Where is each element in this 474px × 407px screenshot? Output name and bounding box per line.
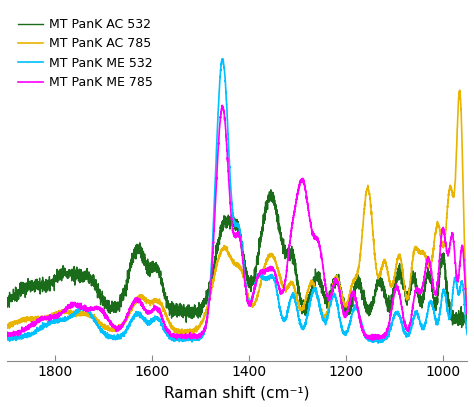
MT PanK ME 785: [197, 335, 203, 339]
MT PanK ME 532: [223, 85, 228, 90]
MT PanK AC 532: [268, 187, 273, 192]
MT PanK ME 532: [464, 332, 470, 337]
MT PanK ME 532: [197, 336, 203, 341]
MT PanK AC 532: [223, 217, 228, 221]
MT PanK AC 785: [464, 308, 470, 313]
Line: MT PanK ME 785: MT PanK ME 785: [7, 105, 467, 340]
MT PanK AC 785: [427, 263, 433, 268]
MT PanK AC 532: [338, 287, 344, 292]
MT PanK ME 785: [450, 236, 456, 241]
MT PanK AC 785: [178, 332, 183, 337]
X-axis label: Raman shift (cm⁻¹): Raman shift (cm⁻¹): [164, 385, 310, 400]
MT PanK ME 532: [4, 337, 10, 342]
MT PanK AC 785: [4, 322, 10, 327]
Line: MT PanK AC 532: MT PanK AC 532: [7, 190, 467, 328]
Legend: MT PanK AC 532, MT PanK AC 785, MT PanK ME 532, MT PanK ME 785: MT PanK AC 532, MT PanK AC 785, MT PanK …: [13, 13, 158, 94]
MT PanK ME 532: [450, 288, 456, 293]
MT PanK ME 532: [220, 56, 226, 61]
Line: MT PanK ME 532: MT PanK ME 532: [7, 59, 467, 343]
MT PanK ME 785: [464, 311, 470, 316]
MT PanK ME 785: [428, 262, 433, 267]
MT PanK AC 785: [223, 247, 228, 252]
MT PanK ME 532: [375, 341, 381, 346]
MT PanK AC 532: [464, 316, 470, 321]
MT PanK AC 785: [198, 321, 203, 326]
MT PanK ME 785: [4, 333, 10, 338]
MT PanK ME 785: [223, 127, 228, 131]
Line: MT PanK AC 785: MT PanK AC 785: [7, 90, 467, 335]
MT PanK ME 532: [201, 330, 207, 335]
MT PanK ME 785: [370, 338, 375, 343]
MT PanK AC 785: [450, 193, 456, 198]
MT PanK AC 785: [457, 88, 463, 93]
MT PanK AC 532: [4, 295, 10, 300]
MT PanK AC 785: [201, 314, 207, 319]
MT PanK ME 532: [338, 323, 344, 328]
MT PanK AC 785: [338, 289, 344, 294]
MT PanK AC 532: [201, 298, 207, 303]
MT PanK AC 532: [427, 274, 433, 279]
MT PanK ME 785: [338, 301, 344, 306]
MT PanK ME 785: [219, 103, 225, 108]
MT PanK AC 532: [459, 325, 465, 330]
MT PanK ME 532: [428, 300, 433, 305]
MT PanK AC 532: [197, 315, 203, 319]
MT PanK AC 532: [450, 319, 456, 324]
MT PanK ME 785: [201, 328, 207, 333]
